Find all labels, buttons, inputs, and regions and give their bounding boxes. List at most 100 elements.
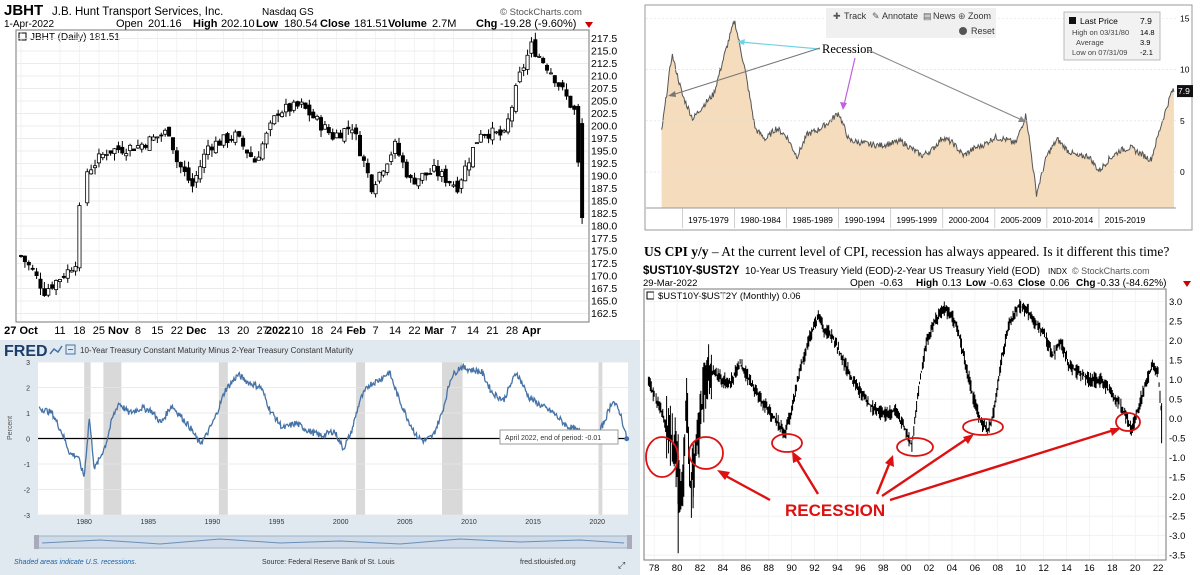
cpi-legend-high-label: High on 03/31/80 <box>1072 28 1129 37</box>
jbht-y-tick-label: 195.0 <box>591 146 617 158</box>
jbht-candle-body <box>486 133 491 139</box>
jbht-candle-body <box>198 166 203 180</box>
fred-y-tick-label: 1 <box>26 411 30 418</box>
jbht-candle-body <box>229 138 234 141</box>
jbht-candle-body <box>373 184 378 195</box>
jbht-candle-body <box>209 146 214 151</box>
jbht-chart-panel: JBHT J.B. Hunt Transport Services, Inc. … <box>0 0 640 340</box>
t10y-arrow-5-head <box>1110 428 1121 436</box>
jbht-candle-body <box>432 165 437 172</box>
t10y-low-label: Low <box>966 278 986 289</box>
jbht-x-tick-label: 14 <box>467 325 479 337</box>
jbht-candle-body <box>396 142 401 156</box>
jbht-candle-body <box>529 41 534 54</box>
jbht-candle-body <box>478 133 483 143</box>
jbht-candle-body <box>283 103 288 113</box>
fred-y-axis: 3 2 1 0 -1 -2 -3 <box>24 360 30 520</box>
t10y-y-tick-label: -2.0 <box>1169 492 1185 503</box>
cpi-y-tick-label: 0 <box>1180 167 1185 177</box>
t10y-open-label: Open <box>850 278 874 289</box>
jbht-y-tick-label: 212.5 <box>591 58 617 70</box>
jbht-x-tick-label: 25 <box>93 325 105 337</box>
t10y-arrow-5 <box>889 428 1115 502</box>
jbht-candle-body <box>194 175 199 183</box>
jbht-candle-body <box>447 181 452 184</box>
jbht-x-tick-label: 13 <box>217 325 229 337</box>
jbht-x-tick-label: Feb <box>346 325 366 337</box>
cpi-caption-text: US CPI y/y – At the current level of CPI… <box>640 238 1200 260</box>
jbht-candle-body <box>38 278 43 289</box>
fred-x-tick-label: 2015 <box>525 519 541 526</box>
jbht-candle-body <box>96 153 101 164</box>
cpi-caption-rest: – At the current level of CPI, recession… <box>708 244 1170 259</box>
t10y-recession-ellipse-2020 <box>1115 412 1141 432</box>
fred-series-line <box>38 362 628 477</box>
jbht-candle-body <box>525 54 530 70</box>
fred-range-handle-left[interactable] <box>34 535 39 549</box>
jbht-chg-label: Chg <box>476 18 497 30</box>
jbht-y-tick-label: 167.5 <box>591 283 617 295</box>
t10y-chart: $UST10Y-$UST2Y 10-Year US Treasury Yield… <box>643 265 1191 574</box>
jbht-candle-body <box>420 172 425 181</box>
jbht-candle-body <box>287 103 292 112</box>
jbht-y-tick-label: 202.5 <box>591 108 617 120</box>
cpi-annotate-button[interactable]: ✎ Annotate <box>872 11 918 21</box>
jbht-candle-body <box>498 129 503 136</box>
jbht-x-tick-label: 14 <box>389 325 401 337</box>
jbht-candle-body <box>365 162 370 174</box>
jbht-candle-body <box>61 275 66 278</box>
jbht-candle-body <box>155 136 160 139</box>
jbht-x-tick-label: 18 <box>311 325 323 337</box>
jbht-y-tick-label: 200.0 <box>591 121 617 133</box>
cpi-news-button[interactable]: ▤ News <box>923 11 956 21</box>
jbht-candle-body <box>509 106 514 122</box>
jbht-candle-body <box>139 143 144 150</box>
jbht-x-tick-label: Nov <box>108 325 130 337</box>
cpi-zoom-button[interactable]: ⊕ Zoom <box>958 11 991 21</box>
fred-range-handle-right[interactable] <box>627 535 632 549</box>
jbht-close: 181.51 <box>354 18 388 30</box>
fred-y-tick-label: 0 <box>26 437 30 444</box>
jbht-candle-body <box>416 178 421 187</box>
fred-footer-right[interactable]: fred.stlouisfed.org <box>520 559 576 566</box>
jbht-candle-body <box>556 82 561 87</box>
t10y-y-tick-label: 0.0 <box>1169 414 1182 425</box>
fred-y-tick-label: 2 <box>26 386 30 393</box>
jbht-plot-frame <box>15 29 590 323</box>
t10y-close: 0.06 <box>1050 278 1070 289</box>
cpi-recession-arrows <box>668 39 1026 122</box>
jbht-candle-body <box>260 143 265 160</box>
jbht-candle-body <box>319 117 324 131</box>
jbht-candle-body <box>307 104 312 116</box>
jbht-candle-body <box>182 166 187 172</box>
fred-x-tick-label: 2000 <box>333 519 349 526</box>
t10y-date: 29-Mar-2022 <box>643 278 697 289</box>
jbht-candle-body <box>545 64 550 71</box>
fred-tooltip-box <box>499 429 619 445</box>
jbht-candle-body <box>244 149 249 154</box>
t10y-index: INDX <box>1048 267 1068 276</box>
jbht-chart: JBHT J.B. Hunt Transport Services, Inc. … <box>4 2 617 337</box>
jbht-legend-swatch <box>18 32 27 41</box>
t10y-low: -0.63 <box>990 278 1013 289</box>
jbht-x-tick-label: 8 <box>135 325 141 337</box>
fred-expand-icon[interactable]: ⤢ <box>617 560 625 570</box>
t10y-arrow-1-head <box>717 470 730 480</box>
jbht-candle-body <box>541 57 546 64</box>
jbht-candle-body <box>552 75 557 84</box>
jbht-candle-body <box>326 127 331 134</box>
jbht-x-tick-label: 2022 <box>266 325 290 337</box>
t10y-high: 0.13 <box>942 278 962 289</box>
cpi-y-tick-label: 15 <box>1180 13 1190 23</box>
t10y-close-label: Close <box>1018 278 1046 289</box>
cpi-reset-button[interactable]: Reset <box>959 26 995 36</box>
jbht-candle-body <box>147 136 152 151</box>
cpi-track-button[interactable]: ✚ Track <box>833 11 867 21</box>
t10y-arrow-4-head <box>963 434 974 444</box>
jbht-candle-body <box>463 165 468 182</box>
jbht-candle-body <box>50 284 55 289</box>
fred-x-tick-label: 1985 <box>141 519 157 526</box>
jbht-low-label: Low <box>256 18 278 30</box>
jbht-x-tick-label: 27 Oct <box>4 325 38 337</box>
t10y-watermark: © StockCharts.com <box>1072 266 1150 276</box>
